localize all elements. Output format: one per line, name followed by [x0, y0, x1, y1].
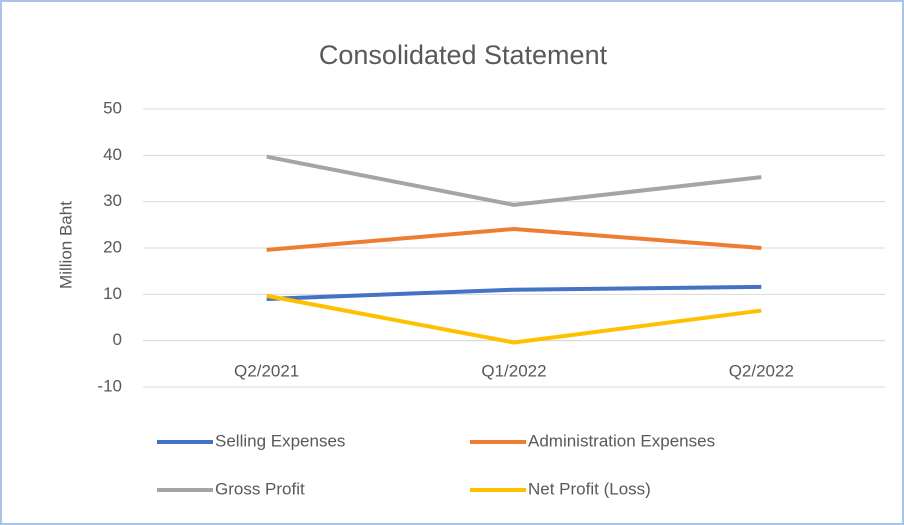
chart-title: Consolidated Statement — [319, 40, 608, 70]
line-series — [266, 227, 762, 252]
y-tick-label: 50 — [103, 98, 122, 117]
y-tick-label: 30 — [103, 191, 122, 210]
y-tick-label: 20 — [103, 237, 122, 256]
x-tick-label: Q2/2022 — [729, 361, 794, 380]
legend-label: Net Profit (Loss) — [528, 479, 651, 498]
line-series — [266, 293, 762, 345]
y-tick-label: -10 — [97, 376, 122, 395]
y-tick-label: 10 — [103, 284, 122, 303]
y-tick-label: 40 — [103, 145, 122, 164]
legend-label: Gross Profit — [215, 479, 305, 498]
x-tick-label: Q1/2022 — [481, 361, 546, 380]
line-series — [266, 284, 762, 301]
x-tick-label: Q2/2021 — [234, 361, 299, 380]
y-tick-label: 0 — [113, 330, 122, 349]
legend-label: Administration Expenses — [528, 431, 715, 450]
line-series — [266, 154, 762, 207]
y-axis-label: Million Baht — [56, 201, 75, 289]
legend-label: Selling Expenses — [215, 431, 345, 450]
